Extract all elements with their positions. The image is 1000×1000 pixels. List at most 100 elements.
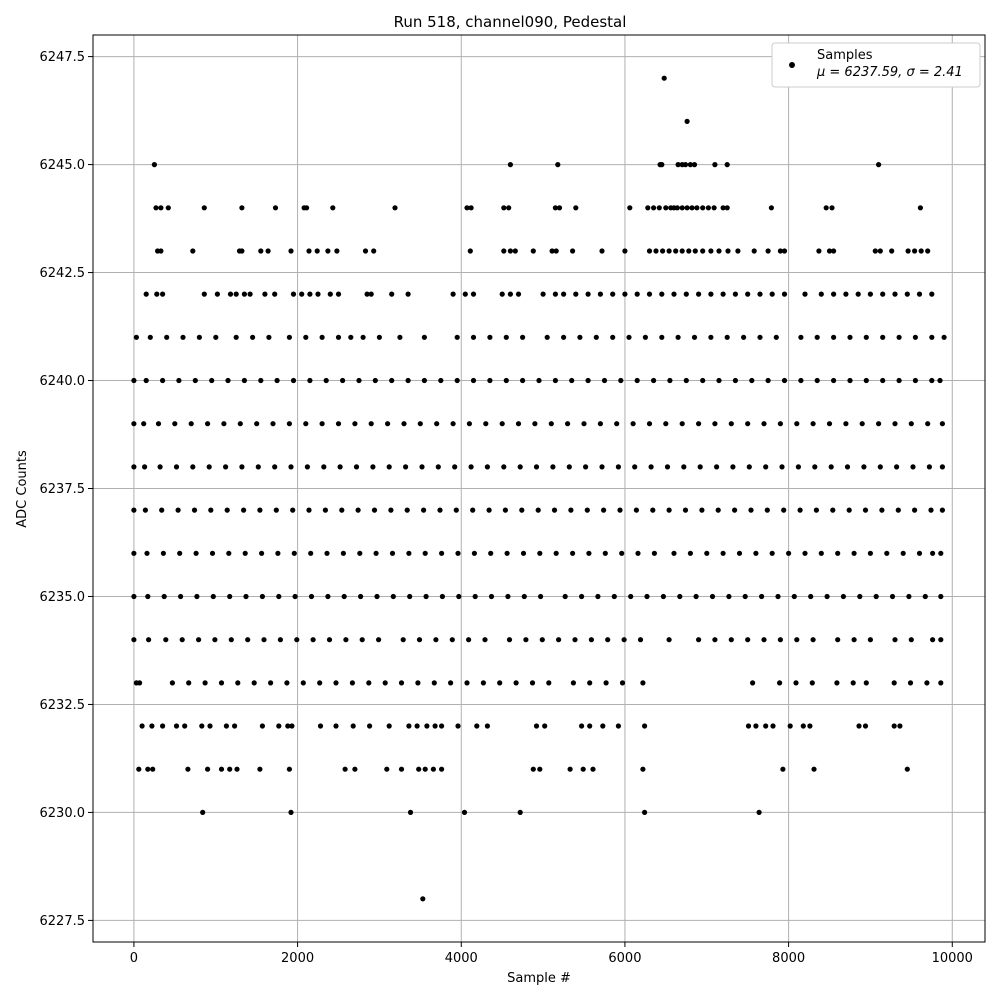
data-point — [390, 593, 396, 600]
data-point — [816, 248, 822, 254]
data-point — [286, 334, 292, 340]
data-point — [605, 637, 611, 643]
data-point — [421, 334, 427, 340]
data-point — [811, 766, 817, 772]
x-axis-label: Sample # — [507, 971, 571, 986]
data-point — [724, 334, 730, 340]
data-point — [268, 680, 274, 686]
data-point — [851, 550, 857, 556]
data-point — [818, 550, 824, 556]
data-point — [520, 377, 526, 384]
data-point — [520, 550, 527, 556]
data-point — [728, 421, 734, 427]
data-point — [137, 680, 143, 686]
data-point — [149, 723, 155, 729]
data-point — [400, 637, 406, 643]
data-point — [285, 723, 291, 729]
data-point — [597, 421, 604, 427]
data-point — [178, 593, 184, 600]
data-point — [548, 421, 554, 427]
data-point — [775, 593, 781, 600]
data-point — [896, 377, 902, 384]
data-point — [659, 291, 665, 297]
data-point — [692, 248, 698, 254]
data-point — [814, 334, 820, 340]
data-point — [423, 593, 429, 600]
data-point — [905, 248, 911, 254]
data-point — [753, 723, 759, 729]
data-point — [720, 205, 726, 211]
data-point — [741, 334, 747, 340]
data-point — [835, 637, 841, 643]
data-point — [781, 291, 788, 297]
data-point — [488, 593, 495, 600]
y-axis-ticks: 6227.5 6230.0 6232.5 6235.0 6237.5 6240.0 6242… — [40, 50, 93, 929]
data-point — [742, 593, 748, 600]
data-point — [146, 637, 152, 643]
data-point — [304, 464, 310, 470]
data-point — [877, 248, 883, 254]
data-point — [373, 550, 379, 556]
data-point — [675, 334, 681, 340]
data-point — [406, 723, 412, 729]
data-point — [255, 464, 261, 470]
data-point — [551, 507, 558, 513]
data-point — [928, 507, 934, 513]
chart-title: Run 518, channel090, Pedestal — [394, 13, 627, 31]
data-point — [286, 421, 292, 427]
data-point — [141, 421, 147, 427]
data-point — [371, 507, 378, 513]
data-point — [227, 593, 233, 600]
data-point — [857, 593, 863, 600]
data-point — [205, 421, 211, 427]
data-point — [158, 205, 164, 211]
data-point — [228, 637, 234, 643]
data-point — [910, 464, 916, 470]
data-point — [179, 637, 185, 643]
data-point — [610, 291, 616, 297]
data-point — [482, 637, 488, 643]
data-point — [781, 248, 788, 254]
data-point — [139, 723, 145, 729]
data-point — [553, 550, 559, 556]
data-point — [151, 162, 157, 168]
data-points — [131, 75, 947, 902]
data-point — [487, 334, 493, 340]
data-point — [288, 248, 294, 254]
data-point — [584, 507, 590, 513]
data-point — [682, 507, 689, 513]
data-point — [831, 334, 837, 340]
data-point — [847, 377, 853, 384]
data-point — [552, 291, 559, 297]
data-point — [777, 248, 784, 254]
data-point — [291, 550, 297, 556]
data-point — [770, 723, 776, 729]
data-point — [464, 680, 470, 686]
data-point — [834, 680, 840, 686]
data-point — [503, 334, 509, 340]
data-point — [880, 291, 886, 297]
data-point — [938, 637, 944, 643]
data-point — [640, 680, 646, 686]
data-point — [640, 766, 646, 772]
data-point — [732, 377, 739, 384]
data-point — [646, 248, 653, 254]
data-point — [169, 680, 175, 686]
data-point — [530, 248, 536, 254]
data-point — [434, 421, 440, 427]
data-point — [284, 680, 290, 686]
data-point — [546, 680, 552, 686]
data-point — [448, 680, 454, 686]
data-point — [651, 205, 657, 211]
data-point — [764, 507, 770, 513]
data-point — [618, 377, 624, 384]
data-point — [186, 680, 192, 686]
data-point — [364, 291, 370, 297]
data-point — [769, 550, 775, 556]
data-point — [904, 291, 910, 297]
data-point — [294, 637, 300, 643]
data-point — [674, 205, 680, 211]
data-point — [405, 291, 411, 297]
data-point — [247, 291, 253, 297]
data-point — [160, 291, 166, 297]
